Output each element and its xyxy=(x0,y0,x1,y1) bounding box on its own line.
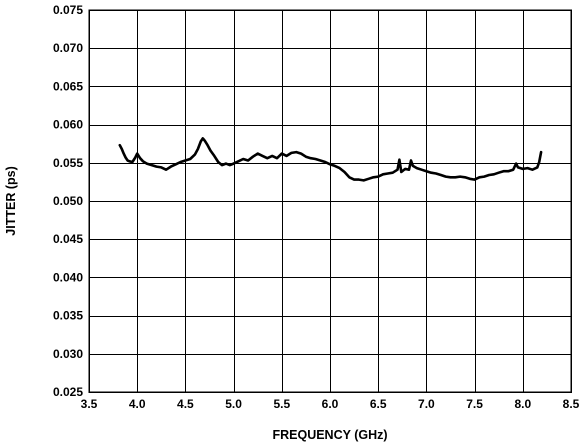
x-tick-label: 8.5 xyxy=(563,397,580,411)
x-axis-title: FREQUENCY (GHz) xyxy=(272,428,387,442)
y-tick-label: 0.060 xyxy=(53,118,83,132)
x-tick-label: 8.0 xyxy=(514,397,531,411)
y-tick-label: 0.030 xyxy=(53,347,83,361)
x-tick-label: 4.0 xyxy=(129,397,146,411)
x-tick-label: 6.5 xyxy=(370,397,387,411)
y-tick-label: 0.070 xyxy=(53,41,83,55)
x-tick-label: 7.5 xyxy=(466,397,483,411)
x-tick-label: 5.5 xyxy=(273,397,290,411)
y-tick-label: 0.025 xyxy=(53,385,83,399)
x-tick-label: 6.0 xyxy=(322,397,339,411)
x-tick-labels: 3.5 4.0 4.5 5.0 5.5 6.0 6.5 7.0 7.5 8.0 8.5 xyxy=(81,397,580,411)
y-tick-label: 0.045 xyxy=(53,232,83,246)
y-tick-labels: 0.025 0.030 0.035 0.040 0.045 0.050 0.055 0.060… xyxy=(53,3,83,399)
y-tick-label: 0.040 xyxy=(53,270,83,284)
y-tick-label: 0.050 xyxy=(53,194,83,208)
x-tick-label: 4.5 xyxy=(177,397,194,411)
jitter-series-line xyxy=(118,137,543,182)
x-tick-label: 5.0 xyxy=(225,397,242,411)
y-tick-label: 0.075 xyxy=(53,3,83,17)
y-tick-label: 0.055 xyxy=(53,156,83,170)
y-tick-label: 0.035 xyxy=(53,309,83,323)
x-tick-label: 3.5 xyxy=(81,397,98,411)
x-tick-label: 7.0 xyxy=(418,397,435,411)
plot-frame xyxy=(88,9,572,393)
y-axis-title: JITTER (ps) xyxy=(4,166,18,235)
series-layer xyxy=(118,137,543,182)
y-tick-label: 0.065 xyxy=(53,79,83,93)
